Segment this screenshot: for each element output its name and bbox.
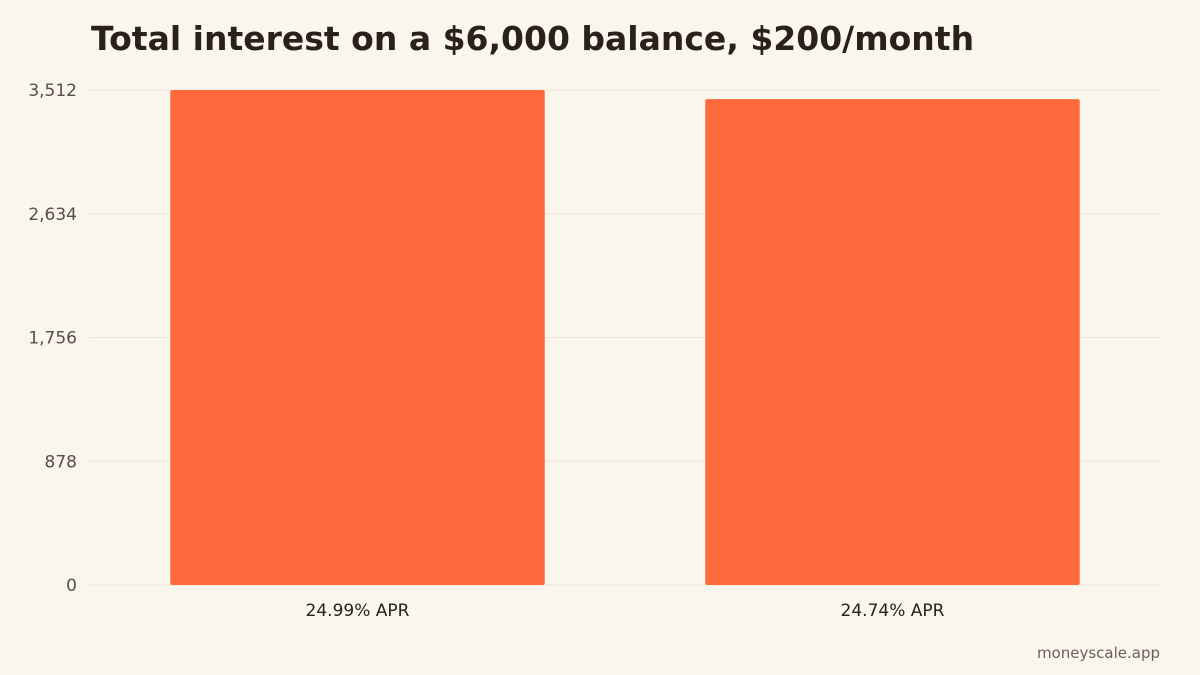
bar — [170, 90, 545, 585]
y-tick-label: 0 — [66, 576, 77, 596]
y-tick-label: 3,512 — [28, 81, 77, 101]
bars — [170, 90, 1080, 586]
source-label: moneyscale.app — [1037, 644, 1160, 662]
y-tick-label: 1,756 — [28, 329, 77, 349]
y-tick-label: 2,634 — [28, 205, 77, 225]
bar — [705, 99, 1080, 586]
x-axis-labels: 24.99% APR 24.74% APR — [306, 601, 945, 621]
chart-title: Total interest on a $6,000 balance, $200… — [91, 19, 974, 58]
y-tick-label: 878 — [45, 452, 77, 472]
x-category-label: 24.99% APR — [306, 601, 410, 621]
x-category-label: 24.74% APR — [841, 601, 945, 621]
y-axis-ticks: 0 878 1,756 2,634 3,512 — [28, 81, 77, 596]
